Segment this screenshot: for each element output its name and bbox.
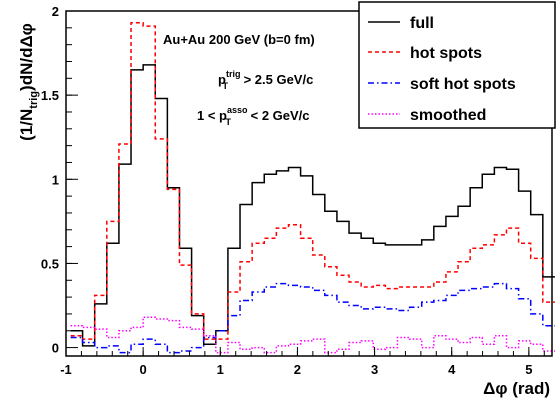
y-tick-label: 2 [52,4,59,19]
y-tick-label: 0.5 [41,256,59,271]
x-tick-label: 0 [140,362,147,377]
legend-label-smoothed: smoothed [410,107,486,124]
annotation-asso-cut: 1 < passo T < 2 GeV/c [197,105,310,127]
x-tick-label: 3 [371,362,378,377]
y-tick-label: 1 [52,172,59,187]
series-line-full [70,64,555,347]
plot-frame [65,10,553,357]
y-tick-label: 0 [52,341,59,356]
x-tick-label: -1 [60,362,72,377]
x-tick-label: 2 [294,362,301,377]
axes-layer: -1 0 1 2 3 4 500.511.52 [41,4,553,377]
x-tick-label: 5 [525,362,532,377]
x-axis-title: Δφ (rad) [483,379,550,398]
y-axis-title: (1/Ntrig)dN/dΔφ [17,23,40,141]
annotation-trig-cut: ptrig T > 2.5 GeV/c [218,69,313,91]
y-tick-label: 1.5 [41,88,59,103]
legend-label-soft-hot-spots: soft hot spots [410,76,516,93]
x-tick-label: 4 [448,362,456,377]
x-tick-label: 1 [217,362,224,377]
legend-box [358,1,556,129]
series-layer [70,22,555,354]
legend: full hot spots soft hot spots smoothed [358,1,556,129]
series-line-soft-hot-spots [70,282,555,354]
series-line-hot-spots [70,22,555,340]
legend-label-full: full [410,15,434,32]
series-line-smoothed [70,316,555,354]
annotation-system: Au+Au 200 GeV (b=0 fm) [163,32,315,47]
legend-label-hot-spots: hot spots [410,45,482,62]
